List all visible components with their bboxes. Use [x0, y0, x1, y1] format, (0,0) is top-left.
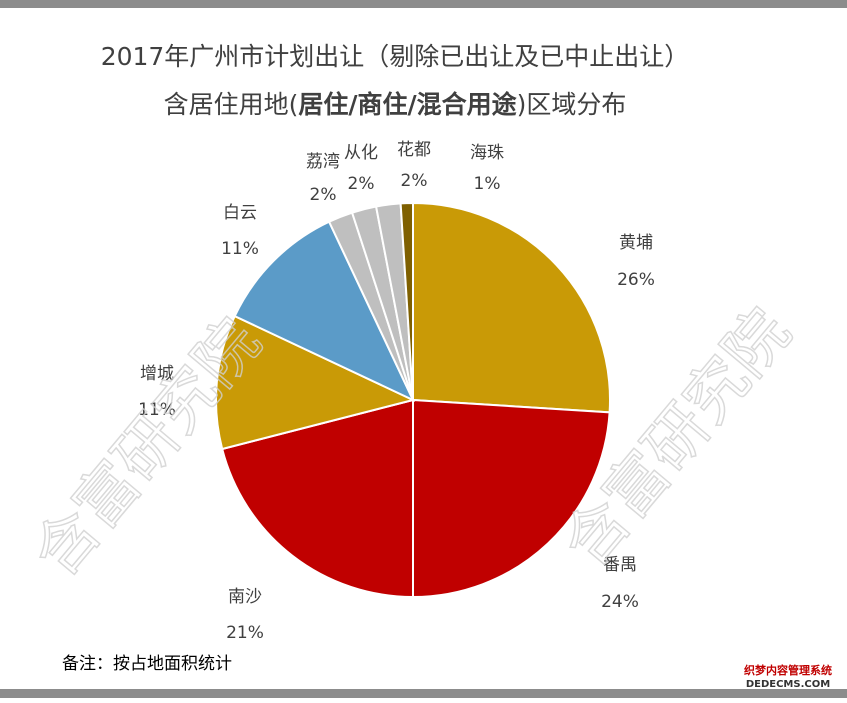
value-label: 26% — [617, 270, 655, 290]
pie: 黄埔 26% 番禺 24% 南沙 21% 增城 11% 白云 11% 荔湾 2% 从化 2% 花都 2% 海珠 1… — [138, 140, 655, 643]
slice-label: 荔湾 — [306, 152, 340, 172]
slice-label: 白云 — [223, 203, 257, 223]
logo-box — [735, 665, 841, 689]
annotation: 备注：按占地面积统计 — [62, 654, 232, 674]
slice-label: 黄埔 — [619, 233, 653, 253]
title-part: 居住/商住/混合用途 — [298, 90, 517, 119]
chart-title: 2017年广州市计划出让（剔除已出让及已中止出让） — [101, 42, 690, 71]
value-label: 2% — [348, 174, 375, 194]
value-label: 2% — [310, 185, 337, 205]
slice-label: 增城 — [140, 364, 174, 384]
value-label: 1% — [474, 174, 501, 194]
slice-label: 海珠 — [470, 143, 504, 163]
slice-label: 南沙 — [228, 587, 262, 607]
value-label: 21% — [226, 623, 264, 643]
logo-text: 织梦内容管理系统 — [744, 663, 832, 677]
pie-slice — [412, 201, 611, 414]
logo-text: DEDECMS.COM — [746, 679, 830, 690]
slice-label: 番禺 — [603, 555, 637, 575]
chart-title: 含居住用地(居住/商住/混合用途)区域分布 — [164, 90, 627, 119]
value-label: 2% — [401, 171, 428, 191]
value-label: 11% — [221, 239, 259, 259]
slice-label: 花都 — [397, 140, 431, 160]
top-border — [0, 0, 847, 8]
pie-slice — [220, 398, 414, 599]
title-part: 含居住用地( — [164, 90, 299, 119]
slice-label: 从化 — [344, 143, 378, 163]
value-label: 11% — [138, 400, 176, 420]
pie-slice — [215, 314, 416, 451]
pie-slice — [233, 220, 416, 403]
value-label: 24% — [601, 592, 639, 612]
pie-slice — [412, 398, 611, 599]
pie-slice — [399, 201, 414, 401]
bottom-border — [0, 689, 847, 698]
title-part: )区域分布 — [517, 90, 627, 119]
